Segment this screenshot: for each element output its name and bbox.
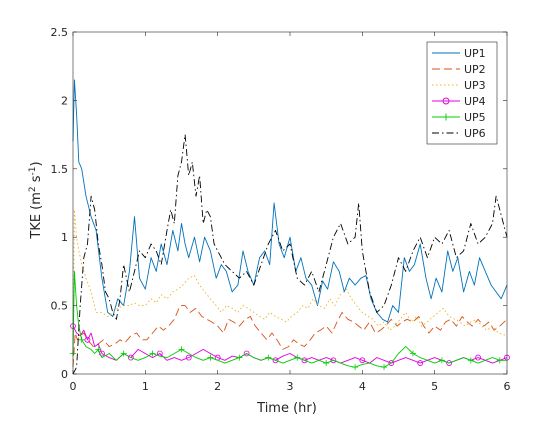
series-point-up5 — [95, 346, 102, 353]
series-point-up5 — [294, 354, 301, 361]
legend-label-up5: UP5 — [464, 111, 486, 124]
x-axis-label: Time (hr) — [256, 401, 317, 416]
y-tick-label: 2.5 — [51, 26, 69, 39]
y-tick-label: 0.5 — [51, 300, 69, 313]
series-point-up5 — [381, 364, 388, 371]
series-point-up4 — [417, 360, 424, 366]
series-point-up5 — [120, 350, 127, 357]
series-point-up4 — [272, 357, 279, 364]
x-tick-label: 6 — [504, 380, 511, 393]
series-point-up4 — [475, 354, 481, 361]
series-point-up4 — [301, 357, 308, 364]
y-tick-label: 1 — [61, 231, 68, 244]
series-point-up5 — [207, 354, 214, 361]
series-point-up5 — [352, 364, 359, 371]
series-point-up5 — [438, 357, 445, 364]
legend-marker-up4 — [442, 97, 450, 105]
series-point-up4 — [84, 336, 91, 343]
legend-label-up6: UP6 — [464, 127, 486, 140]
series-point-up4 — [446, 360, 453, 366]
legend-label-up3: UP3 — [464, 79, 486, 92]
series-point-up4 — [388, 360, 395, 366]
series-line-up5 — [72, 270, 507, 368]
x-tick-label: 2 — [214, 380, 221, 393]
y-tick-label: 1.5 — [51, 163, 69, 176]
series-point-up5 — [496, 357, 503, 364]
series-point-up5 — [409, 350, 416, 357]
legend-label-up1: UP1 — [464, 47, 486, 60]
series-point-up4 — [185, 354, 192, 361]
series-point-up5 — [236, 354, 243, 361]
x-tick-label: 1 — [142, 380, 149, 393]
legend-marker-up5 — [442, 113, 450, 121]
series-line-up6 — [72, 134, 508, 375]
series-line-up3 — [72, 209, 508, 361]
x-tick-label: 0 — [70, 380, 77, 393]
series-line-up1 — [72, 79, 508, 323]
y-tick-label: 0 — [61, 368, 68, 381]
series-point-up4 — [330, 357, 337, 364]
series-point-up5 — [178, 346, 185, 353]
series-point-up5 — [467, 357, 474, 364]
x-tick-label: 3 — [287, 380, 294, 393]
series-point-up5 — [265, 354, 272, 361]
series-point-up4 — [127, 354, 134, 361]
x-tick-label: 4 — [359, 380, 366, 393]
series-point-up5 — [323, 360, 330, 367]
legend-box — [426, 41, 498, 145]
series-line-up2 — [72, 305, 508, 368]
x-tick-label: 5 — [431, 380, 438, 393]
series-point-up4 — [99, 350, 105, 357]
series-point-up5 — [78, 336, 85, 343]
legend-label-up2: UP2 — [464, 63, 486, 76]
series-point-up4 — [359, 357, 366, 364]
y-tick-label: 2 — [61, 94, 68, 107]
legend-label-up4: UP4 — [464, 95, 486, 108]
y-axis-label: TKE (m2 s-1) — [28, 161, 44, 239]
series-point-up4 — [243, 350, 250, 357]
series-point-up5 — [149, 350, 156, 357]
